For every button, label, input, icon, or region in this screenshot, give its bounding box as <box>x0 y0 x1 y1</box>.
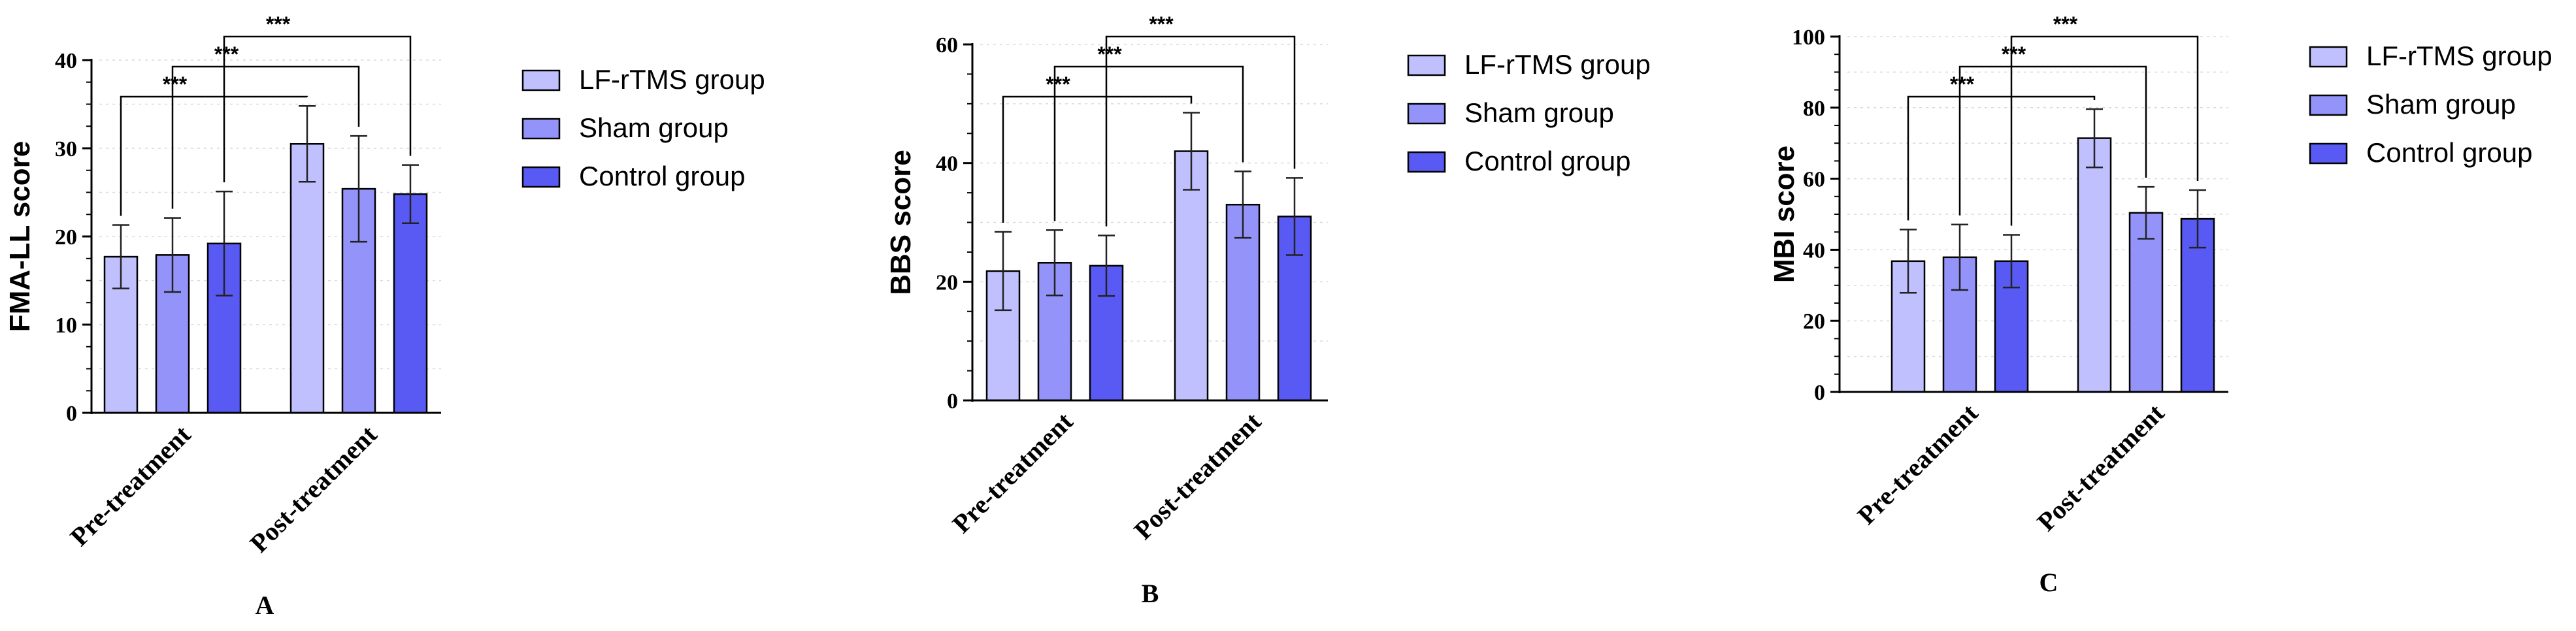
y-tick-label: 80 <box>1803 97 1825 121</box>
legend-swatch <box>521 166 561 188</box>
panel-label: A <box>256 591 274 620</box>
legend-label: Sham group <box>1464 97 1614 128</box>
x-category-label: Post-treatment <box>244 419 382 558</box>
y-tick-label: 40 <box>1803 238 1825 263</box>
significance-label: *** <box>2002 42 2026 66</box>
legend-swatch <box>2309 142 2348 165</box>
legend-label: Sham group <box>579 112 729 143</box>
bar-post-treatment-lf-rtms-group <box>289 143 325 414</box>
y-tick-label: 40 <box>55 49 77 73</box>
y-axis-title: FMA-LL score <box>4 141 36 332</box>
bar-post-treatment-control-group <box>393 193 428 414</box>
x-category-label: Pre-treatment <box>946 406 1078 538</box>
bar-post-treatment-sham-group <box>2128 212 2164 393</box>
panel-label: B <box>1142 579 1159 608</box>
significance-label: *** <box>1097 42 1122 66</box>
significance-bracket <box>1105 35 1296 227</box>
chart-panel-c: 0 20 40 60 80 100 MBI score Pre-treatment Post-t… <box>1768 12 2552 597</box>
x-category-label: Post-treatment <box>1128 406 1266 545</box>
significance-bracket <box>1958 65 2147 216</box>
y-tick-label: 40 <box>936 152 958 176</box>
bar-post-treatment-lf-rtms-group <box>1174 150 1209 402</box>
bar-post-treatment-lf-rtms-group <box>2077 137 2112 393</box>
y-axis-title: BBS score <box>885 150 917 295</box>
legend-swatch <box>521 69 561 91</box>
significance-label: *** <box>214 42 239 66</box>
chart-panel-b: 0 20 40 60 BBS score Pre-treatment Post-treatm… <box>885 12 1651 608</box>
y-axis-title: MBI score <box>1768 146 1800 283</box>
y-tick-label: 100 <box>1792 25 1825 50</box>
x-category-label: Post-treatment <box>2031 398 2170 536</box>
chart-panel-a: 0 10 20 30 40 FMA-LL score Pre-treatment Post-t… <box>4 12 765 620</box>
significance-bracket <box>120 95 308 216</box>
significance-label: *** <box>163 73 188 96</box>
bar-pre-treatment-control-group <box>1089 265 1124 402</box>
x-category-label: Pre-treatment <box>1851 398 1983 530</box>
y-tick-label: 0 <box>66 402 77 426</box>
significance-bracket <box>171 65 360 209</box>
significance-label: *** <box>1950 73 1975 96</box>
legend-swatch <box>1407 54 1446 76</box>
significance-label: *** <box>1149 12 1174 36</box>
legend-swatch <box>2309 46 2348 68</box>
significance-bracket <box>1002 95 1193 223</box>
y-tick-label: 60 <box>936 33 958 57</box>
y-tick-label: 10 <box>55 314 77 338</box>
legend-label: LF-rTMS group <box>2366 40 2552 71</box>
y-tick-label: 20 <box>1803 310 1825 334</box>
legend-label: Control group <box>1464 146 1630 176</box>
significance-bracket <box>2010 35 2199 226</box>
significance-label: *** <box>1046 73 1070 96</box>
legend-swatch <box>521 118 561 140</box>
significance-label: *** <box>266 12 291 36</box>
y-tick-label: 30 <box>55 137 77 161</box>
y-tick-label: 0 <box>947 389 958 413</box>
y-tick-label: 20 <box>55 225 77 250</box>
significance-bracket <box>1053 65 1244 221</box>
legend-swatch <box>2309 94 2348 116</box>
legend-label: LF-rTMS group <box>579 64 765 95</box>
significance-bracket <box>223 35 412 183</box>
y-tick-label: 20 <box>936 270 958 295</box>
legend-label: Control group <box>579 161 745 191</box>
legend-swatch <box>1407 151 1446 173</box>
panel-label: C <box>2039 568 2058 597</box>
legend-label: Control group <box>2366 137 2532 168</box>
legend-swatch <box>1407 103 1446 125</box>
significance-bracket <box>1907 95 2096 221</box>
legend-label: Sham group <box>2366 89 2516 120</box>
significance-label: *** <box>2053 12 2078 36</box>
y-tick-label: 60 <box>1803 168 1825 192</box>
x-category-label: Pre-treatment <box>64 419 196 551</box>
legend-label: LF-rTMS group <box>1464 49 1651 80</box>
y-tick-label: 0 <box>1814 381 1825 405</box>
